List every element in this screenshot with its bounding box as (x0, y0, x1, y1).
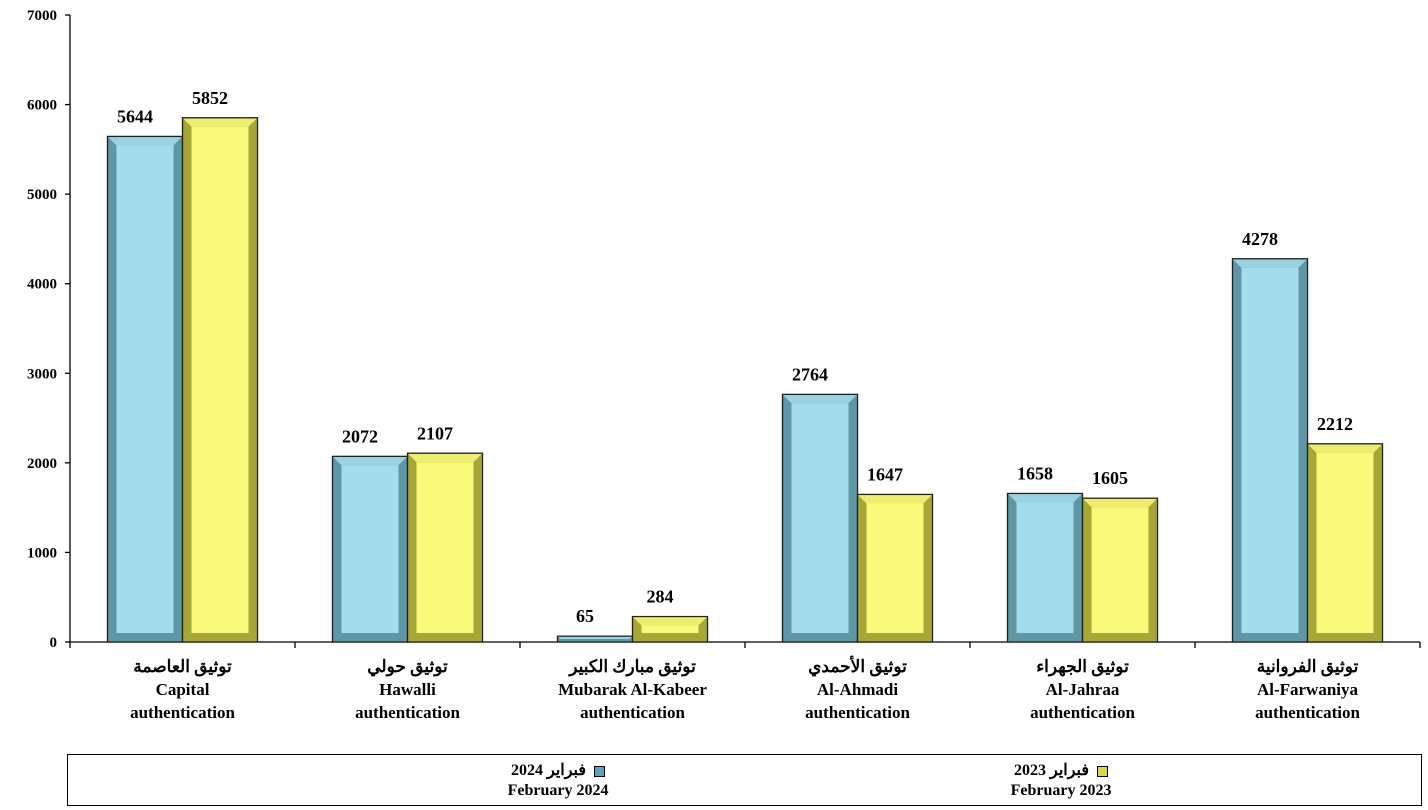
legend-label-ar: فبراير 2024 (510, 762, 587, 779)
legend-label-en: February 2023 (1010, 782, 1112, 799)
y-tick-label: 2000 (27, 456, 57, 472)
y-tick-label: 3000 (27, 366, 57, 382)
bar (406, 452, 484, 643)
x-tick-label: Al-Jahraa (1046, 680, 1120, 699)
bars (106, 117, 1384, 643)
data-label: 5852 (192, 88, 228, 108)
x-tick-label: authentication (355, 703, 460, 722)
bar (1006, 492, 1084, 643)
bar (556, 635, 634, 643)
bar-chart: 0 1000 2000 3000 4000 5000 6000 7000 5644 5852 تو… (27, 8, 1421, 722)
x-tick-label: توثيق العاصمة (133, 657, 232, 677)
bar (856, 493, 934, 643)
y-tick-label: 0 (50, 635, 58, 651)
data-label: 2072 (342, 426, 378, 446)
bar (781, 393, 859, 643)
data-label: 1605 (1092, 468, 1128, 488)
x-tick-label: Mubarak Al-Kabeer (558, 680, 707, 699)
x-tick-label: توثيق مبارك الكبير (567, 657, 696, 677)
x-tick-label: توثيق الأحمدي (808, 655, 907, 677)
y-tick-label: 7000 (27, 8, 57, 24)
bar (331, 455, 409, 643)
bar (181, 117, 259, 643)
data-label: 65 (576, 606, 594, 626)
bar (1231, 258, 1309, 643)
data-label: 2107 (417, 423, 453, 443)
x-tick-label: توثيق الفروانية (1257, 657, 1359, 677)
data-label: 1647 (867, 464, 903, 484)
bar (631, 615, 709, 643)
data-label: 284 (647, 587, 674, 607)
x-tick-label: توثيق الجهراء (1036, 657, 1129, 677)
data-label: 2764 (792, 364, 828, 384)
data-label: 5644 (117, 106, 153, 126)
x-tick-label: Capital (156, 680, 210, 699)
legend-item-feb-2024: فبراير 2024 February 2024 (358, 761, 758, 801)
x-tick-label: توثيق حولي (367, 657, 448, 677)
axes: 0 1000 2000 3000 4000 5000 6000 7000 (27, 8, 1421, 651)
bar (1081, 497, 1159, 643)
bar (1306, 443, 1384, 643)
legend-swatch (1097, 765, 1109, 777)
data-label: 2212 (1317, 414, 1353, 434)
x-tick-label: authentication (1030, 703, 1135, 722)
legend-label-en: February 2024 (507, 782, 609, 799)
bar (106, 135, 184, 643)
y-tick-label: 5000 (27, 187, 57, 203)
data-label: 4278 (1242, 229, 1278, 249)
x-tick-label: Hawalli (379, 680, 436, 699)
y-tick-label: 6000 (27, 98, 57, 114)
x-tick-label: Al-Farwaniya (1257, 680, 1359, 699)
legend-label-ar: فبراير 2023 (1013, 762, 1090, 779)
x-tick-label: authentication (130, 703, 235, 722)
data-label: 1658 (1017, 463, 1053, 483)
y-tick-label: 1000 (27, 545, 57, 561)
x-tick-label: authentication (580, 703, 685, 722)
legend-swatch (594, 765, 606, 777)
x-tick-label: authentication (1255, 703, 1360, 722)
legend: فبراير 2024 February 2024 فبراير 2023 Fe… (67, 754, 1422, 806)
legend-item-feb-2023: فبراير 2023 February 2023 (861, 761, 1261, 801)
x-tick-label: authentication (805, 703, 910, 722)
labels: 5644 5852 توثيق العاصمة Capital authenticati… (117, 88, 1360, 722)
y-tick-label: 4000 (27, 277, 57, 293)
x-tick-label: Al-Ahmadi (817, 680, 899, 699)
